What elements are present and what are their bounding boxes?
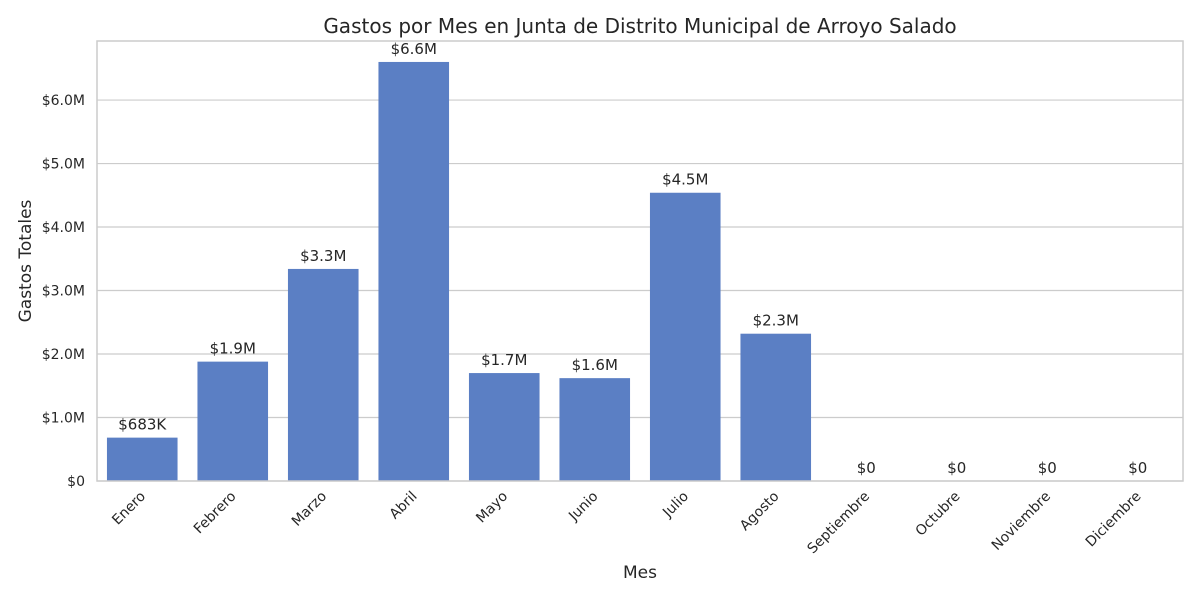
y-axis-label: Gastos Totales <box>16 199 36 322</box>
bar-value-label: $4.5M <box>662 171 708 189</box>
y-axis-ticks: $0 $1.0M $2.0M $3.0M $4.0M $5.0M $6.0M <box>42 93 85 490</box>
y-tick-label: $6.0M <box>42 93 85 109</box>
x-tick-label: Enero <box>109 489 149 529</box>
bar <box>649 192 721 481</box>
x-tick-label: Junio <box>565 489 601 525</box>
bar <box>197 361 269 481</box>
x-tick-label: Agosto <box>737 489 783 535</box>
bar-value-labels: $683K $1.9M $3.3M $6.6M $1.7M $1.6M $4.5M $2.3M… <box>118 40 1147 477</box>
x-tick-label: Marzo <box>289 489 330 530</box>
bar-value-label: $683K <box>118 416 167 434</box>
bar <box>559 378 631 481</box>
x-tick-label: Septiembre <box>805 489 874 558</box>
gridlines <box>97 99 1183 482</box>
bar-value-label: $2.3M <box>753 312 799 330</box>
y-tick-label: $4.0M <box>42 220 85 236</box>
y-tick-label: $5.0M <box>42 157 85 173</box>
x-tick-label: Julio <box>659 489 692 522</box>
bar-value-label: $1.6M <box>572 356 618 374</box>
x-tick-label: Abril <box>387 489 421 523</box>
bar-value-label: $1.9M <box>210 340 256 358</box>
bar-value-label: $3.3M <box>300 247 346 265</box>
bar <box>287 268 359 481</box>
x-tick-label: Octubre <box>913 489 964 540</box>
bar-value-label: $0 <box>857 459 876 477</box>
bar-value-label: $0 <box>1038 459 1057 477</box>
x-tick-label: Febrero <box>191 489 240 538</box>
bars <box>106 61 812 481</box>
chart-title: Gastos por Mes en Junta de Distrito Muni… <box>323 14 956 38</box>
y-tick-label: $2.0M <box>42 347 85 363</box>
bar <box>106 437 178 481</box>
y-tick-label: $1.0M <box>42 411 85 427</box>
bar <box>378 61 450 481</box>
x-tick-label: Diciembre <box>1083 489 1145 551</box>
plot-frame <box>96 40 1184 482</box>
bar <box>740 333 812 481</box>
x-axis-label: Mes <box>623 563 657 583</box>
x-axis-ticks: Enero Febrero Marzo Abril Mayo Junio Julio Agos… <box>109 489 1144 558</box>
x-tick-label: Noviembre <box>989 489 1054 554</box>
y-tick-label: $0 <box>67 474 85 490</box>
bar-value-label: $6.6M <box>391 40 437 58</box>
bar-value-label: $0 <box>1128 459 1147 477</box>
bar-value-label: $0 <box>947 459 966 477</box>
bar-value-label: $1.7M <box>481 351 527 369</box>
y-tick-label: $3.0M <box>42 284 85 300</box>
x-tick-label: Mayo <box>473 489 511 527</box>
bar <box>468 373 540 481</box>
